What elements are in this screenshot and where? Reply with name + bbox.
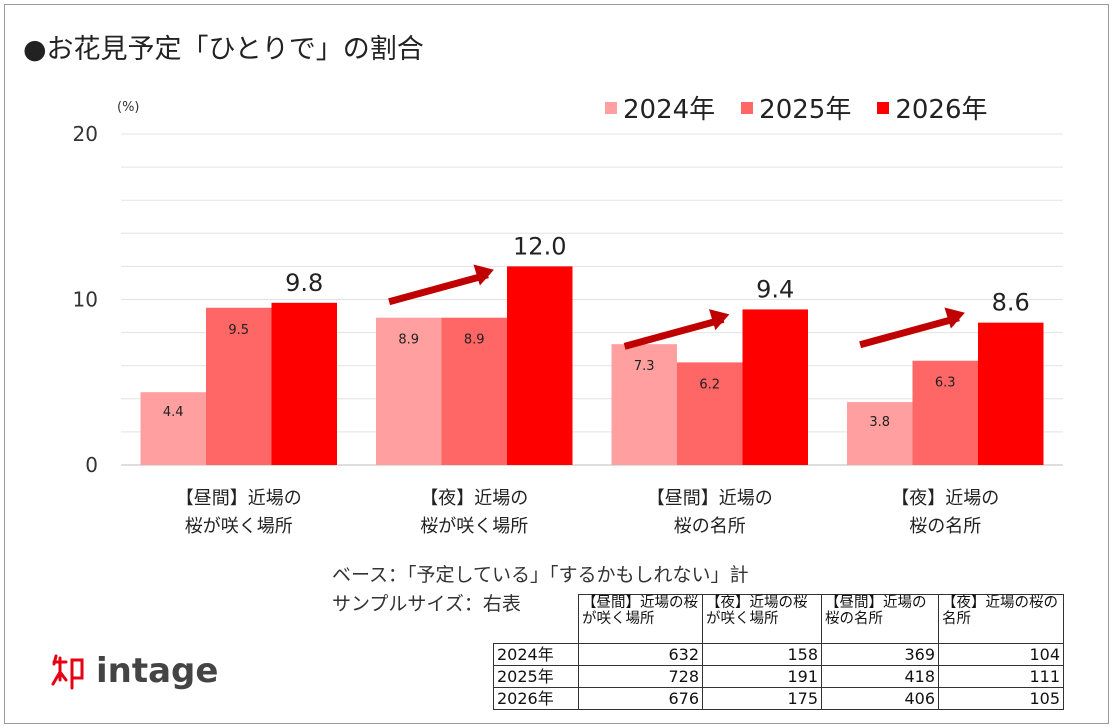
bar (912, 360, 978, 465)
trend-arrow-head (473, 264, 494, 286)
bar (507, 266, 573, 465)
sample-table-year: 2024年 (493, 643, 579, 666)
legend: 2024年 2025年 2026年 (605, 89, 988, 126)
legend-item-2026: 2026年 (877, 89, 988, 126)
y-tick-label: 0 (85, 453, 98, 477)
sample-table-row: 2025年 728 191 418 111 (493, 665, 1064, 688)
category-label: 桜の名所 (909, 516, 981, 537)
bar (441, 317, 507, 465)
sample-table-cell: 175 (702, 687, 822, 710)
trend-arrow-head (708, 309, 730, 331)
sample-table-cell: 676 (578, 687, 703, 710)
sample-table-header: 【夜】近場の桜が咲く場所 (702, 594, 822, 644)
legend-swatch-2024 (605, 101, 617, 114)
footnote-base: ベース：「予定している」「するかもしれない」計 (332, 564, 749, 586)
category-label: 【昼間】近場の (176, 488, 302, 509)
legend-swatch-2025 (741, 101, 754, 114)
category-label: 桜が咲く場所 (185, 516, 293, 537)
sample-table-cell: 105 (938, 687, 1064, 710)
legend-label-2025: 2025年 (759, 95, 852, 125)
y-tick-label: 10 (73, 288, 98, 312)
sample-size-table: 【昼間】近場の桜が咲く場所 【夜】近場の桜が咲く場所 【昼間】近場の桜の名所 【… (493, 594, 1064, 710)
data-label: 6.3 (935, 376, 956, 391)
data-label: 8.9 (464, 333, 485, 348)
intage-mark-icon (51, 654, 84, 690)
category-label: 【夜】近場の (891, 488, 999, 509)
legend-label-2026: 2026年 (895, 95, 988, 125)
bar (677, 362, 743, 465)
sample-table-cell: 632 (578, 643, 703, 666)
bar (271, 302, 337, 465)
category-label: 桜の名所 (674, 516, 746, 537)
trend-arrow-shaft (388, 271, 489, 306)
sample-table-cell: 158 (702, 643, 822, 666)
sample-table-corner (493, 594, 579, 644)
chart-title: ●お花見予定「ひとりで」の割合 (23, 34, 424, 65)
data-label: 6.2 (699, 377, 720, 392)
data-label: 8.6 (992, 289, 1030, 317)
sample-table-cell: 406 (821, 687, 939, 710)
slide-frame: ●お花見予定「ひとりで」の割合 (%) 2024年 2025年 2026年 0 1… (4, 4, 1109, 724)
sample-table-cell: 191 (702, 665, 822, 688)
sample-table-header: 【夜】近場の桜の名所 (938, 594, 1064, 644)
data-label: 9.4 (756, 275, 794, 303)
category-label: 【昼間】近場の (647, 488, 773, 509)
sample-table-year: 2026年 (493, 687, 579, 710)
legend-item-2024: 2024年 (605, 89, 715, 126)
data-label: 9.5 (228, 323, 249, 338)
sample-table-cell: 369 (821, 643, 939, 666)
intage-logo: intage (50, 650, 218, 692)
sample-table-row: 2026年 676 175 406 105 (493, 687, 1064, 710)
bar (611, 344, 677, 465)
y-axis-unit: (%) (117, 100, 140, 115)
sample-table-row: 2024年 632 158 369 104 (493, 643, 1064, 666)
trend-arrow-shaft (859, 314, 960, 349)
sample-table-cell: 728 (578, 665, 703, 688)
legend-label-2024: 2024年 (623, 95, 716, 125)
sample-table-header-row: 【昼間】近場の桜が咲く場所 【夜】近場の桜が咲く場所 【昼間】近場の桜の名所 【… (493, 594, 1064, 644)
sample-table-header: 【昼間】近場の桜の名所 (821, 594, 939, 644)
sample-table-cell: 111 (938, 665, 1064, 688)
bar (206, 307, 272, 465)
data-label: 3.8 (869, 415, 890, 430)
sample-table-header: 【昼間】近場の桜が咲く場所 (578, 594, 703, 644)
data-label: 9.8 (285, 269, 323, 297)
bar (847, 402, 913, 465)
footnote-sample: サンプルサイズ：右表 (332, 593, 521, 615)
sample-table-cell: 418 (821, 665, 939, 688)
sample-table-cell: 104 (938, 643, 1064, 666)
y-tick-label: 20 (73, 122, 98, 146)
legend-item-2025: 2025年 (741, 89, 851, 126)
data-label: 7.3 (634, 359, 655, 374)
trend-arrow-head (944, 307, 965, 329)
bar (742, 309, 808, 465)
data-label: 8.9 (398, 333, 419, 348)
sample-table-year: 2025年 (493, 665, 579, 688)
data-label: 12.0 (513, 232, 566, 260)
intage-logo-text: intage (96, 651, 219, 691)
category-label: 桜が咲く場所 (420, 516, 528, 537)
data-label: 4.4 (163, 405, 184, 420)
bar (376, 317, 442, 465)
bar (140, 392, 206, 465)
trend-arrow-shaft (623, 316, 725, 350)
legend-swatch-2026 (877, 101, 890, 114)
category-label: 【夜】近場の (420, 488, 528, 509)
bar (978, 322, 1044, 465)
